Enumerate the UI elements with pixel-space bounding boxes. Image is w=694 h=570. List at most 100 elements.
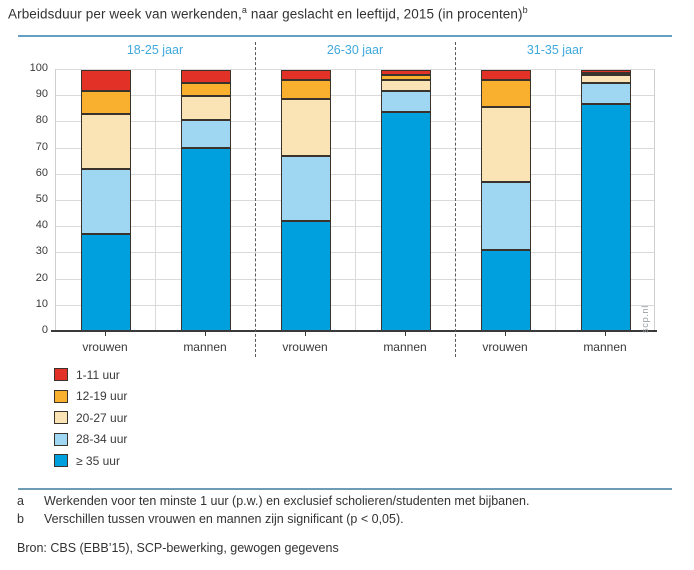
y-tick-label-40: 40 [35,219,48,232]
x-tick-label-3: mannen [383,340,427,354]
bar-segment-1-11 uur [281,70,331,81]
watermark-scpnl: scp.nl [640,305,651,333]
divider-bottom [18,488,672,490]
plot-area [55,69,655,331]
bar-segment-20-27 uur [181,96,231,120]
y-tick-label-30: 30 [35,245,48,258]
bar-segment-1-11 uur [581,70,631,73]
bar-31-35 jaar-vrouwen [481,70,531,331]
chart-title-text: Arbeidsduur per week van werkenden, [8,6,242,22]
footnote-a-marker: a [17,494,24,508]
y-tick-label-100: 100 [29,62,48,74]
legend-item-4: ≥ 35 uur [54,453,127,468]
gridline-v [355,70,356,331]
bar-segment-12-19 uur [381,75,431,81]
x-tick [205,331,206,336]
x-tick-label-1: mannen [183,340,227,354]
bar-segment-20-27 uur [581,75,631,84]
x-tick [605,331,606,336]
x-tick-label-5: mannen [583,340,627,354]
bar-segment-28-34 uur [281,156,331,222]
y-tick-label-10: 10 [35,297,48,310]
legend: 1-11 uur 12-19 uur 20-27 uur 28-34 uur ≥ 35 … [54,368,127,476]
bar-segment-28-34 uur [581,83,631,104]
legend-item-2: 20-27 uur [54,410,128,425]
bar-segment-12-19 uur [281,80,331,99]
bar-26-30 jaar-mannen [381,70,431,331]
legend-label: 20-27 uur [76,410,128,425]
group-label-2: 26-30 jaar [326,43,384,57]
bar-segment-20-27 uur [81,114,131,170]
gridline-v [155,70,156,331]
legend-swatch-1-11 uur [54,368,68,381]
bar-segment-12-19 uur [181,83,231,97]
bar-segment-28-34 uur [481,182,531,251]
group-separator-2 [455,42,456,357]
footnote-a-text: Werkenden voor ten minste 1 uur (p.w.) e… [44,494,530,508]
bar-segment-≥ 35 uur [281,221,331,331]
bar-segment-≥ 35 uur [381,111,431,331]
chart-title: Arbeidsduur per week van werkenden,a naa… [8,5,528,22]
footnote-marker-a: a [241,5,247,15]
footnote-b-marker: b [17,512,24,526]
y-tick-label-70: 70 [35,140,48,153]
bar-31-35 jaar-mannen [581,70,631,331]
bar-segment-≥ 35 uur [181,148,231,331]
legend-swatch-20-27 uur [54,411,68,424]
legend-item-1: 12-19 uur [54,389,128,403]
bar-segment-12-19 uur [581,72,631,76]
group-label-1: 18-25 jaar [126,43,184,57]
x-tick [505,331,506,336]
gridline-v [555,70,556,331]
bar-segment-1-11 uur [481,70,531,81]
x-tick [405,331,406,336]
bar-26-30 jaar-vrouwen [281,70,331,331]
group-separator-1 [255,42,256,357]
footnote-b-text: Verschillen tussen vrouwen en mannen zij… [44,512,404,526]
gridline-h-100 [56,69,654,70]
divider-top [18,35,672,37]
chart-title-rest: naar geslacht en leeftijd, 2015 (in proc… [247,6,523,22]
footnote-marker-b: b [522,5,528,15]
bar-18-25 jaar-vrouwen [81,70,131,331]
footnote-a: a Werkenden voor ten minste 1 uur (p.w.) … [17,494,529,508]
legend-swatch-≥ 35 uur [54,454,68,467]
x-tick [305,331,306,336]
bar-18-25 jaar-mannen [181,70,231,331]
legend-label: ≥ 35 uur [76,453,120,468]
bar-segment-1-11 uur [381,70,431,76]
bar-segment-1-11 uur [181,70,231,84]
legend-label: 12-19 uur [76,389,128,403]
group-label-3: 31-35 jaar [526,43,584,57]
x-tick-label-4: vrouwen [482,340,528,354]
bar-segment-20-27 uur [381,80,431,91]
bar-segment-1-11 uur [81,70,131,91]
legend-label: 28-34 uur [76,432,128,446]
footnote-b: b Verschillen tussen vrouwen en mannen zi… [17,512,404,526]
y-tick-label-20: 20 [35,271,48,284]
bar-segment-≥ 35 uur [481,250,531,331]
bar-segment-12-19 uur [81,90,131,115]
y-tick-label-80: 80 [35,114,48,127]
bar-segment-20-27 uur [281,98,331,157]
bar-segment-20-27 uur [481,106,531,183]
x-tick-label-0: vrouwen [82,340,128,354]
legend-swatch-28-34 uur [54,432,68,446]
legend-item-3: 28-34 uur [54,432,128,446]
bar-segment-12-19 uur [481,80,531,107]
y-tick-label-0: 0 [41,324,48,336]
x-axis-line [51,330,657,332]
legend-label: 1-11 uur [76,367,120,382]
x-tick-label-2: vrouwen [282,340,328,354]
bar-segment-≥ 35 uur [81,234,131,331]
y-tick-label-50: 50 [35,193,48,205]
legend-item-0: 1-11 uur [54,367,127,382]
bar-segment-28-34 uur [381,90,431,112]
bar-segment-28-34 uur [181,119,231,149]
bar-segment-28-34 uur [81,169,131,235]
legend-swatch-12-19 uur [54,389,68,403]
y-tick-label-90: 90 [35,88,48,101]
y-tick-label-60: 60 [35,166,48,179]
x-tick [105,331,106,336]
